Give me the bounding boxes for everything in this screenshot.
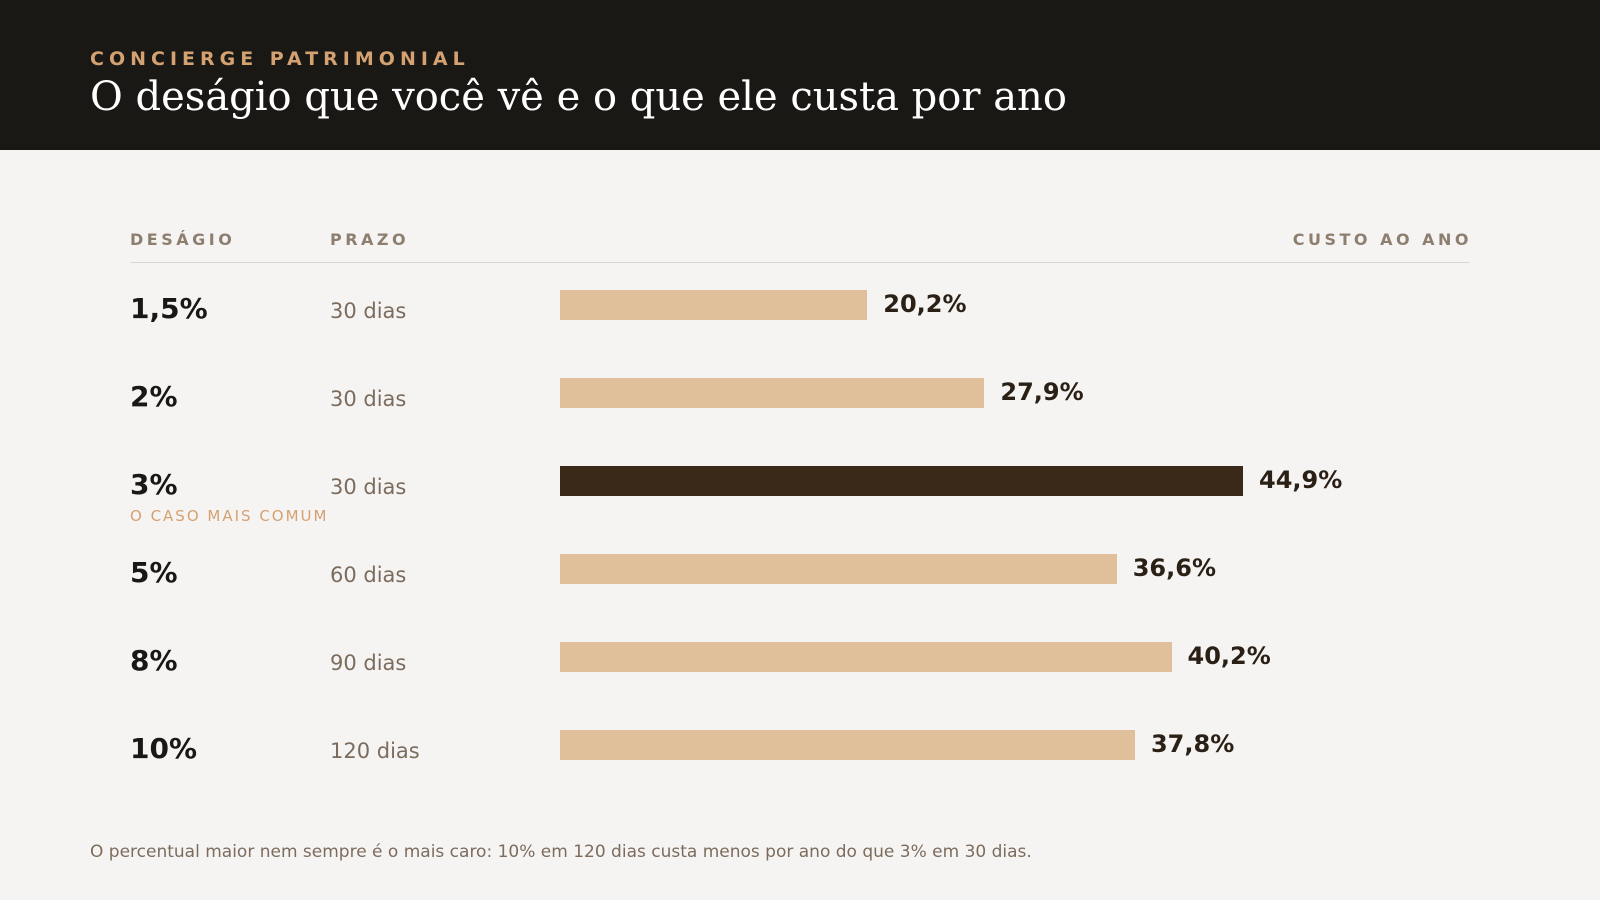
term-label: 30 dias	[330, 475, 407, 499]
header-band: CONCIERGE PATRIMONIAL O deságio que você…	[0, 0, 1600, 150]
rate-label: 1,5%	[130, 292, 208, 325]
header-divider	[130, 262, 1470, 263]
column-header-prazo: PRAZO	[330, 230, 410, 249]
rate-label: 2%	[130, 380, 178, 413]
bar	[560, 378, 985, 408]
bar-value-label: 36,6%	[1132, 554, 1216, 582]
row-note: O CASO MAIS COMUM	[130, 507, 329, 525]
bar-value-label: 40,2%	[1187, 642, 1271, 670]
column-header-desagio: DESÁGIO	[130, 230, 236, 249]
bar-value-label: 20,2%	[883, 290, 967, 318]
bar	[560, 730, 1135, 760]
eyebrow-label: CONCIERGE PATRIMONIAL	[90, 48, 470, 70]
column-header-custo: CUSTO AO ANO	[1292, 230, 1472, 249]
rate-label: 5%	[130, 556, 178, 589]
footnote: O percentual maior nem sempre é o mais c…	[90, 842, 1032, 862]
bar	[560, 554, 1117, 584]
rate-label: 8%	[130, 644, 178, 677]
bar	[560, 466, 1243, 496]
bar-value-label: 27,9%	[1000, 378, 1084, 406]
bar	[560, 290, 868, 320]
bar	[560, 642, 1172, 672]
bar-value-label: 37,8%	[1150, 730, 1235, 758]
term-label: 30 dias	[330, 299, 407, 323]
rate-label: 10%	[130, 732, 198, 765]
bar-value-label: 44,9%	[1259, 466, 1343, 494]
term-label: 120 dias	[330, 739, 420, 763]
term-label: 30 dias	[330, 387, 407, 411]
rate-label: 3%	[130, 468, 178, 501]
term-label: 60 dias	[330, 563, 407, 587]
term-label: 90 dias	[330, 651, 407, 675]
page-title: O deságio que você vê e o que ele custa …	[90, 74, 1067, 120]
